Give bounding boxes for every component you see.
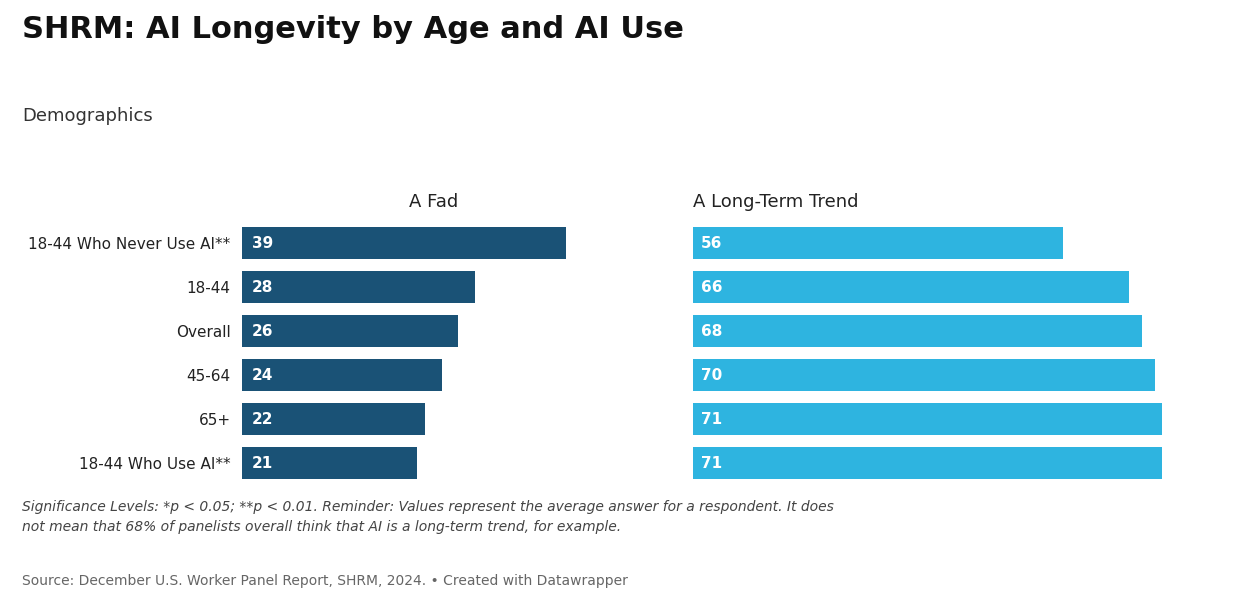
Text: Significance Levels: *p < 0.05; **p < 0.01. Reminder: Values represent the avera: Significance Levels: *p < 0.05; **p < 0.… [22,500,835,534]
Text: SHRM: AI Longevity by Age and AI Use: SHRM: AI Longevity by Age and AI Use [22,15,684,44]
Bar [693,447,1162,479]
Bar [242,227,567,259]
Text: 21: 21 [252,456,273,470]
Text: 70: 70 [701,368,722,383]
Text: 71: 71 [701,456,722,470]
Title: A Fad: A Fad [408,193,458,211]
Text: 56: 56 [701,236,722,251]
Bar [693,315,1142,347]
Text: 22: 22 [252,411,273,427]
Text: 26: 26 [252,324,273,338]
Bar [693,403,1162,435]
Bar [242,271,475,303]
Text: Source: December U.S. Worker Panel Report, SHRM, 2024. • Created with Datawrappe: Source: December U.S. Worker Panel Repor… [22,574,629,588]
Text: A Long-Term Trend: A Long-Term Trend [693,193,858,211]
Bar [693,359,1156,391]
Bar [693,271,1128,303]
Text: Demographics: Demographics [22,107,153,125]
Text: 28: 28 [252,279,273,295]
Text: 24: 24 [252,368,273,383]
Bar [242,447,417,479]
Text: 66: 66 [701,279,722,295]
Text: 71: 71 [701,411,722,427]
Bar [242,403,425,435]
Bar [693,227,1063,259]
Text: 39: 39 [252,236,273,251]
Bar [242,359,441,391]
Text: 68: 68 [701,324,722,338]
Bar [242,315,458,347]
